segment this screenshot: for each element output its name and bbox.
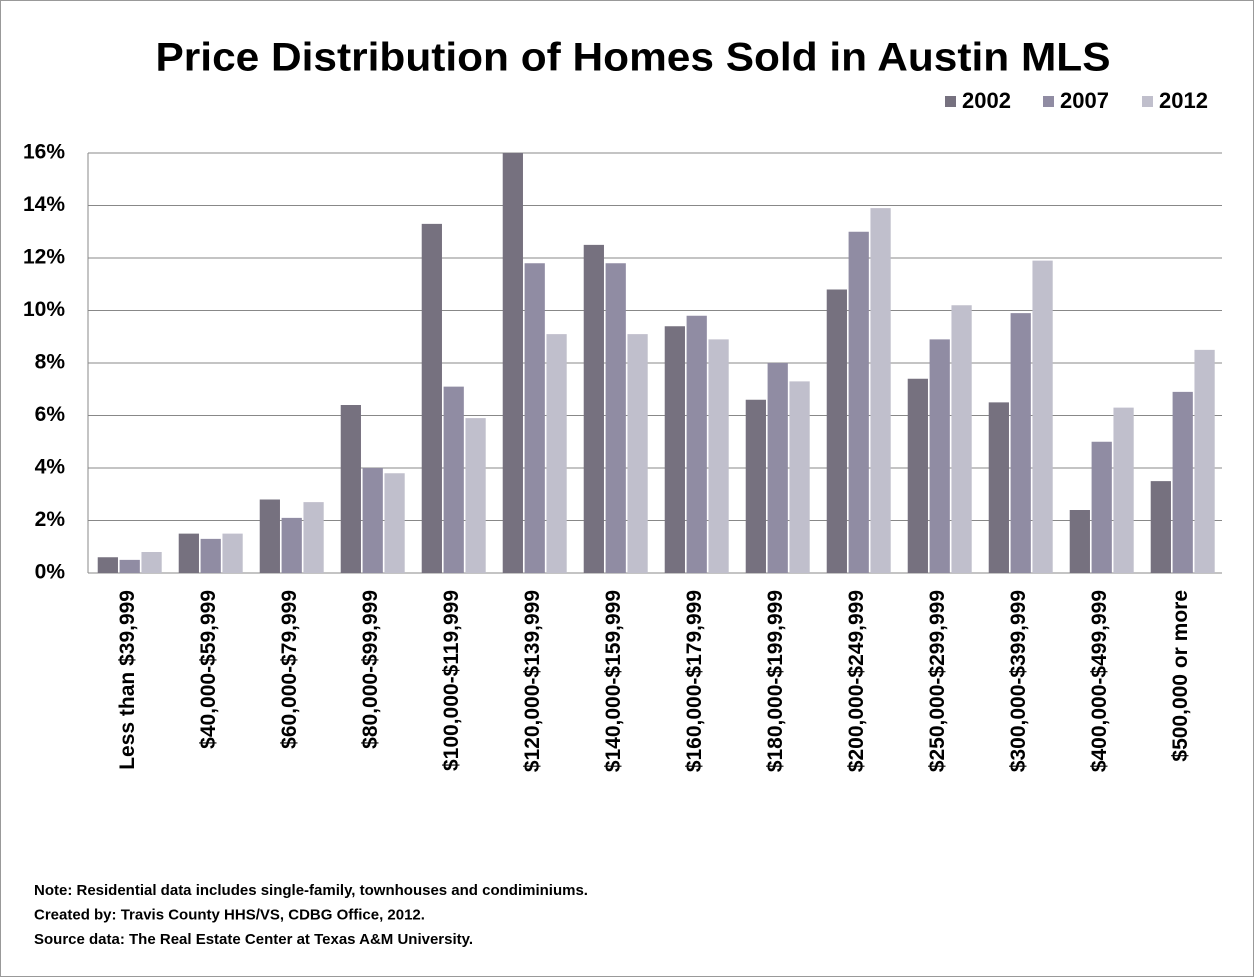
note: Note: Residential data includes single-f… — [34, 882, 588, 899]
legend-label: 2012 — [1159, 88, 1208, 113]
bar — [1172, 391, 1193, 573]
y-tick-label: 4% — [35, 456, 66, 479]
bar — [340, 405, 361, 573]
y-tick-label: 6% — [35, 403, 66, 426]
y-tick-label: 16% — [23, 141, 65, 164]
bar — [97, 557, 118, 573]
bar — [465, 418, 486, 573]
x-tick-label: $80,000-$99,999 — [359, 590, 382, 749]
bar — [443, 386, 464, 573]
bar — [119, 559, 140, 573]
y-tick-label: 8% — [35, 351, 66, 374]
bar — [627, 334, 648, 573]
y-tick-label: 2% — [35, 508, 66, 531]
bar — [929, 339, 950, 573]
bar — [281, 517, 302, 573]
x-tick-label: Less than $39,999 — [116, 590, 139, 770]
bar — [222, 533, 243, 573]
legend-label: 2007 — [1060, 88, 1109, 113]
chart-title: Price Distribution of Homes Sold in Aust… — [156, 36, 1111, 80]
legend-swatch — [1043, 96, 1054, 107]
bar — [605, 263, 626, 573]
x-tick-label: $200,000-$249,999 — [845, 590, 868, 772]
bar — [1010, 313, 1031, 573]
note: Source data: The Real Estate Center at T… — [34, 931, 473, 948]
bar — [583, 244, 604, 573]
bar — [708, 339, 729, 573]
bar — [1069, 510, 1090, 573]
y-tick-label: 12% — [23, 246, 65, 269]
x-tick-label: $120,000-$139,999 — [521, 590, 544, 772]
bar — [1150, 481, 1171, 573]
bar — [421, 223, 442, 573]
bar — [848, 231, 869, 573]
note: Created by: Travis County HHS/VS, CDBG O… — [34, 906, 425, 923]
x-tick-label: $100,000-$119,999 — [440, 590, 463, 771]
bar — [1032, 260, 1053, 573]
x-tick-label: $140,000-$159,999 — [602, 590, 625, 772]
bar — [951, 305, 972, 573]
bar — [1113, 407, 1134, 573]
bar — [870, 208, 891, 573]
legend-swatch — [1142, 96, 1153, 107]
x-tick-label: $300,000-$399,999 — [1007, 590, 1030, 772]
x-tick-label: $160,000-$179,999 — [683, 590, 706, 772]
bar — [524, 263, 545, 573]
bar — [789, 381, 810, 573]
bar — [384, 473, 405, 573]
y-tick-label: 0% — [35, 561, 66, 584]
bar — [664, 326, 685, 573]
bar — [546, 334, 567, 573]
y-tick-label: 14% — [23, 193, 65, 216]
legend-swatch — [945, 96, 956, 107]
bar — [826, 289, 847, 573]
bar — [141, 552, 162, 573]
bar — [303, 502, 324, 573]
bar — [1194, 349, 1215, 573]
bar — [767, 363, 788, 573]
x-tick-label: $40,000-$59,999 — [197, 590, 220, 749]
x-tick-label: $250,000-$299,999 — [926, 590, 949, 772]
bar — [745, 399, 766, 573]
bar — [178, 533, 199, 573]
bar — [988, 402, 1009, 573]
x-tick-label: $500,000 or more — [1169, 590, 1192, 762]
bar — [259, 499, 280, 573]
bar — [686, 315, 707, 573]
y-tick-label: 10% — [23, 298, 65, 321]
x-tick-label: $180,000-$199,999 — [764, 590, 787, 772]
x-tick-label: $60,000-$79,999 — [278, 590, 301, 749]
bar — [907, 378, 928, 573]
bar — [362, 468, 383, 573]
bar — [502, 153, 523, 573]
legend-label: 2002 — [962, 88, 1011, 113]
bar — [1091, 441, 1112, 573]
bar — [200, 538, 221, 573]
x-tick-label: $400,000-$499,999 — [1088, 590, 1111, 772]
